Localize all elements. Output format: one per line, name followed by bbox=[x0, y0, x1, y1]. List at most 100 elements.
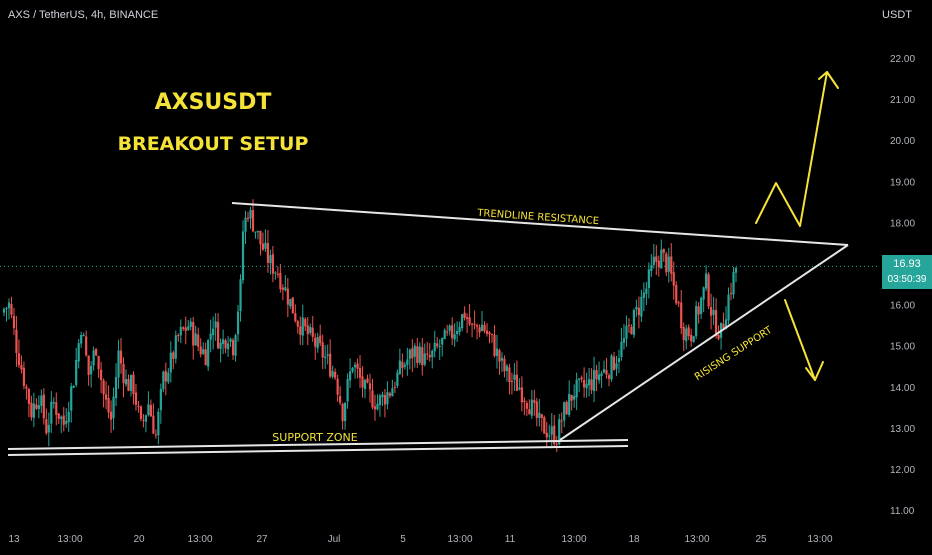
candle-body bbox=[461, 314, 464, 329]
candle-body bbox=[423, 353, 426, 365]
candle-body bbox=[538, 412, 541, 419]
candle-body bbox=[229, 338, 232, 342]
candle-body bbox=[117, 350, 120, 378]
candle-body bbox=[431, 350, 434, 358]
candle-body bbox=[662, 248, 665, 253]
candle-body bbox=[617, 358, 621, 363]
candle-body bbox=[702, 287, 705, 300]
candle-body bbox=[344, 403, 347, 422]
candle-body bbox=[378, 395, 382, 406]
x-tick-label: 13:00 bbox=[57, 534, 82, 545]
candle-body bbox=[428, 355, 431, 358]
candle-body bbox=[411, 348, 414, 359]
candle-body bbox=[632, 309, 636, 336]
candle-body bbox=[144, 415, 148, 422]
candle-body bbox=[319, 335, 322, 344]
candle-body bbox=[179, 327, 182, 336]
candle-body bbox=[249, 209, 252, 219]
candle-body bbox=[710, 307, 713, 316]
candle-body bbox=[122, 363, 125, 384]
candle-body bbox=[346, 379, 349, 402]
candle-body bbox=[573, 396, 576, 400]
candle-body bbox=[167, 372, 170, 382]
candle-body bbox=[351, 367, 354, 372]
y-tick-label: 13.00 bbox=[890, 424, 915, 435]
candle-body bbox=[615, 363, 618, 369]
candle-body bbox=[438, 345, 441, 347]
candle-body bbox=[675, 285, 678, 304]
candle-body bbox=[321, 342, 324, 358]
candle-body bbox=[466, 317, 469, 319]
candle-body bbox=[560, 420, 563, 422]
candle-body bbox=[408, 349, 411, 359]
candle-body bbox=[348, 371, 352, 381]
x-axis: 13 13:00 20 13:00 27 Jul 5 13:00 11 13:00 18 13:00 2… bbox=[8, 534, 833, 545]
candle-body bbox=[299, 326, 302, 335]
candle-body bbox=[261, 243, 265, 250]
candle-body bbox=[734, 267, 738, 273]
candle-body bbox=[207, 340, 210, 367]
candle-body bbox=[204, 349, 207, 366]
candle-body bbox=[565, 401, 568, 415]
candle-body bbox=[510, 380, 514, 382]
candle-body bbox=[47, 424, 50, 433]
candle-body bbox=[685, 328, 688, 342]
candle-body bbox=[523, 400, 526, 403]
candle-body bbox=[164, 371, 167, 382]
candle-body bbox=[124, 379, 128, 385]
candle-body bbox=[85, 336, 88, 356]
candle-body bbox=[239, 279, 242, 312]
candle-body bbox=[525, 402, 528, 409]
candle-body bbox=[142, 419, 145, 421]
candle-body bbox=[65, 420, 68, 424]
candle-body bbox=[585, 383, 588, 389]
candle-body bbox=[366, 378, 369, 383]
candle-body bbox=[383, 395, 387, 405]
candle-body bbox=[595, 370, 598, 380]
candle-body bbox=[294, 313, 297, 322]
candle-body bbox=[109, 411, 113, 420]
candle-body bbox=[22, 367, 26, 387]
candle-body bbox=[172, 352, 175, 359]
candle-body bbox=[27, 388, 30, 404]
candle-body bbox=[707, 274, 710, 307]
bullish-arrowhead-icon bbox=[818, 71, 839, 89]
candle-body bbox=[274, 272, 277, 274]
candle-body bbox=[470, 323, 474, 325]
candle-body bbox=[508, 367, 511, 383]
candle-body bbox=[535, 401, 538, 418]
y-tick-label: 20.00 bbox=[890, 136, 915, 147]
candle-body bbox=[311, 327, 314, 337]
candle-body bbox=[80, 335, 83, 344]
candle-body bbox=[37, 405, 40, 410]
candle-body bbox=[583, 379, 586, 388]
candle-body bbox=[169, 352, 172, 373]
candle-body bbox=[5, 307, 8, 309]
candle-body bbox=[269, 255, 272, 264]
candle-body bbox=[284, 287, 287, 291]
candle-body bbox=[396, 372, 399, 386]
candle-body bbox=[388, 393, 392, 396]
symbol-header[interactable]: AXS / TetherUS, 4h, BINANCE bbox=[8, 9, 159, 21]
candle-body bbox=[60, 416, 63, 419]
candle-body bbox=[251, 210, 255, 232]
x-tick-label: 25 bbox=[755, 534, 767, 545]
candle-body bbox=[97, 355, 100, 370]
candle-body bbox=[259, 230, 262, 245]
candle-body bbox=[446, 331, 449, 333]
candle-body bbox=[503, 358, 506, 372]
candle-body bbox=[301, 317, 304, 336]
candle-body bbox=[672, 272, 675, 286]
candle-body bbox=[700, 298, 703, 314]
candle-body bbox=[433, 342, 436, 352]
candle-body bbox=[162, 371, 165, 390]
candle-body bbox=[413, 345, 416, 357]
candle-body bbox=[286, 288, 289, 305]
candle-body bbox=[129, 375, 133, 391]
candle-body bbox=[498, 349, 501, 362]
candle-body bbox=[231, 340, 235, 356]
candle-body bbox=[174, 335, 177, 359]
candle-body bbox=[296, 321, 299, 327]
